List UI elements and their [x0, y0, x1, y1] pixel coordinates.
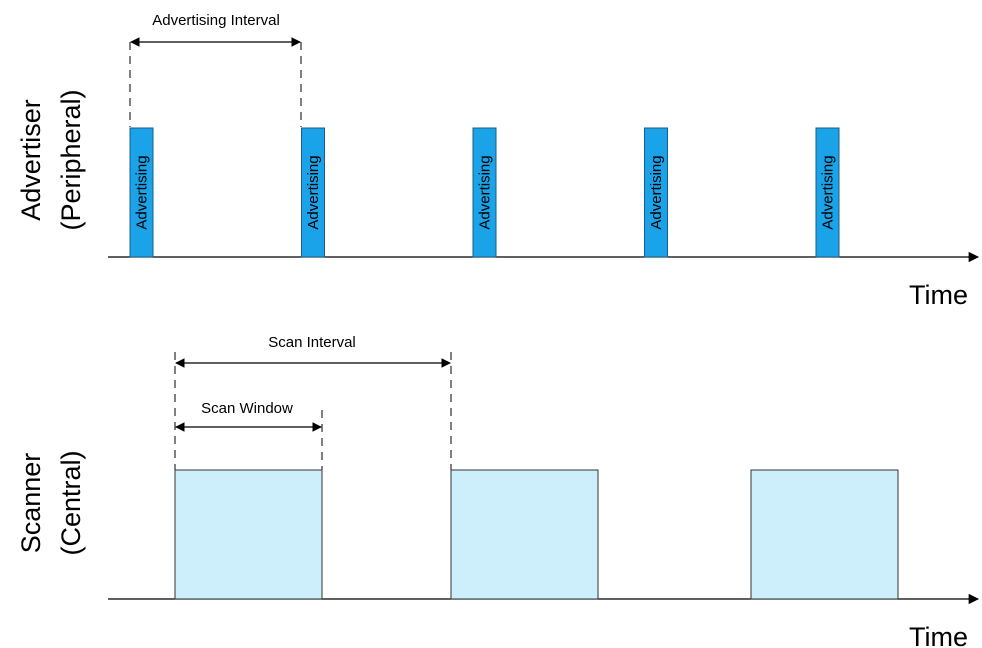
advertising-packet-label: Advertising	[134, 155, 151, 229]
advertising-packet-label: Advertising	[648, 155, 665, 229]
advertiser-row: Advertiser (Peripheral) Time Advertising…	[16, 12, 980, 310]
advertising-packet	[472, 127, 497, 258]
advertiser-row-label-line2: (Peripheral)	[56, 89, 86, 230]
scanner-row-label-line2: (Central)	[56, 450, 86, 555]
advertiser-row-label-line1: Advertiser	[16, 99, 46, 221]
advertising-packets: Advertising Advertising Advertising Adverti…	[129, 127, 840, 258]
scan-window-block	[750, 469, 899, 600]
scanner-row-label-line1: Scanner	[16, 453, 46, 554]
scanner-row: Scanner (Central) Time Scan Interval Sca…	[16, 334, 980, 648]
advertising-packet-label: Advertising	[477, 155, 494, 229]
advertising-interval-label: Advertising Interval	[152, 12, 280, 29]
advertising-packet-label: Advertising	[820, 155, 837, 229]
advertising-packet	[301, 127, 325, 258]
scan-window-block	[174, 469, 323, 600]
scan-window-label: Scan Window	[201, 400, 293, 417]
advertising-packet	[815, 127, 840, 258]
scan-interval-label: Scan Interval	[268, 334, 356, 351]
scan-window-block	[450, 469, 599, 600]
advertising-packet-label: Advertising	[305, 155, 322, 229]
scanner-time-label: Time	[909, 622, 968, 648]
scan-windows	[174, 469, 899, 600]
advertising-packet	[644, 127, 668, 258]
advertising-packet	[129, 127, 154, 258]
advertiser-time-label: Time	[909, 280, 968, 310]
